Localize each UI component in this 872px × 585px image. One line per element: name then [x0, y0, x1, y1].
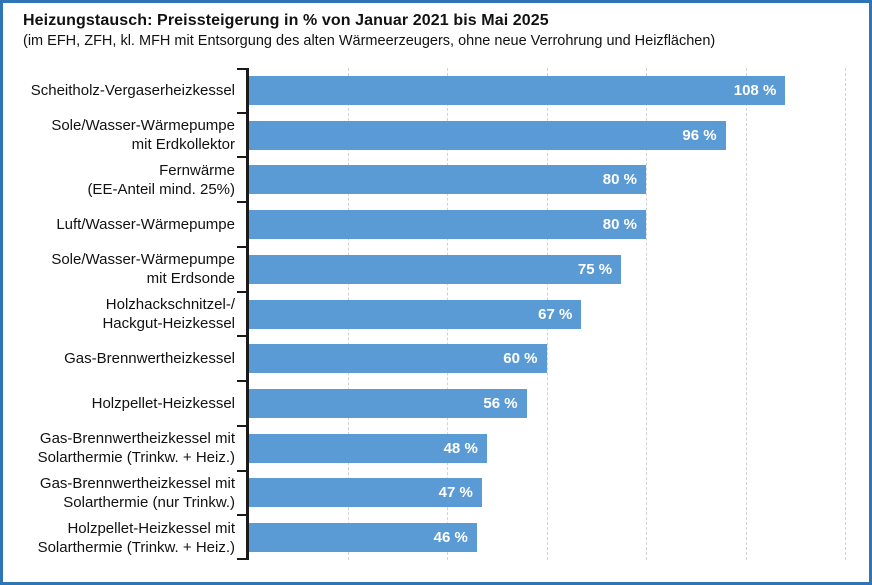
- chart-title: Heizungstausch: Preissteigerung in % von…: [23, 12, 549, 29]
- value-label: 80 %: [602, 216, 637, 234]
- axis-tick: [237, 68, 248, 70]
- bar-row: 47 %: [248, 471, 845, 516]
- bar: 80 %: [248, 165, 646, 195]
- value-label: 48 %: [443, 439, 478, 457]
- axis-tick: [237, 111, 248, 114]
- category-label-line: Gas-Brennwertheizkessel: [64, 350, 235, 368]
- axis-tick: [237, 558, 248, 560]
- category-labels: Scheitholz-Vergaserheizkessel Sole/Wasser…: [3, 68, 248, 560]
- category-label-line: mit Erdsonde: [146, 270, 235, 288]
- category-label-line: Hackgut-Heizkessel: [102, 315, 235, 333]
- value-label: 56 %: [483, 395, 518, 412]
- category-label-line: Holzpellet-Heizkessel mit: [67, 519, 235, 537]
- category-label: Sole/Wasser-Wärmepumpe mit Erdsonde: [3, 247, 248, 292]
- bar-rows: 108 % 96 % 80 % 80 % 75 % 67 % 60 % 56 % 48 % 47 …: [248, 68, 845, 560]
- bar: 67 %: [248, 299, 582, 329]
- gridline: [745, 68, 747, 560]
- bar-row: 60 %: [248, 336, 845, 381]
- category-label-line: Luft/Wasser-Wärmepumpe: [56, 215, 235, 233]
- bar-row: 75 %: [248, 247, 845, 292]
- category-label: Holzpellet-Heizkessel: [3, 381, 248, 426]
- axis-tick: [237, 514, 248, 517]
- category-label-line: Solarthermie (Trinkw. + Heiz.): [37, 538, 235, 556]
- category-label: Holzhackschnitzel-/ Hackgut-Heizkessel: [3, 292, 248, 337]
- value-label: 60 %: [503, 350, 538, 368]
- bar-row: 48 %: [248, 426, 845, 471]
- axis-tick: [237, 245, 248, 248]
- axis-tick: [237, 156, 248, 159]
- bar: 96 %: [248, 120, 726, 150]
- category-label-line: mit Erdkollektor: [131, 136, 235, 154]
- axis-tick: [237, 201, 248, 204]
- bar-row: 80 %: [248, 157, 845, 202]
- category-label-line: Gas-Brennwertheizkessel mit: [39, 474, 235, 492]
- bar: 75 %: [248, 254, 622, 284]
- axis-tick: [237, 290, 248, 293]
- bar-row: 56 %: [248, 381, 845, 426]
- value-label: 47 %: [438, 484, 473, 502]
- gridline: [646, 68, 647, 560]
- bar-row: 80 %: [248, 202, 845, 247]
- category-label-line: Scheitholz-Vergaserheizkessel: [30, 81, 235, 99]
- category-label: Luft/Wasser-Wärmepumpe: [3, 202, 248, 247]
- category-label-line: Sole/Wasser-Wärmepumpe: [51, 116, 235, 134]
- bar: 56 %: [248, 389, 527, 418]
- bar: 48 %: [248, 433, 487, 463]
- value-label: 75 %: [577, 260, 613, 278]
- bar: 47 %: [248, 478, 482, 508]
- category-label: Holzpellet-Heizkessel mit Solarthermie (T…: [3, 515, 248, 560]
- axis-tick: [237, 469, 248, 472]
- bar: 80 %: [248, 210, 646, 240]
- y-axis-line: [246, 68, 249, 560]
- category-label-line: Holzhackschnitzel-/: [105, 295, 235, 313]
- category-label: Sole/Wasser-Wärmepumpe mit Erdkollektor: [3, 113, 248, 158]
- bar-row: 96 %: [248, 113, 845, 158]
- bar: 108 %: [248, 75, 786, 105]
- chart-header: Heizungstausch: Preissteigerung in % von…: [3, 3, 869, 49]
- category-label-line: Holzpellet-Heizkessel: [91, 394, 235, 412]
- bar-row: 46 %: [248, 515, 845, 560]
- category-label-line: (EE-Anteil mind. 25%): [87, 180, 235, 198]
- category-label: Fernwärme (EE-Anteil mind. 25%): [3, 157, 248, 202]
- category-label-line: Sole/Wasser-Wärmepumpe: [51, 251, 235, 269]
- bar-row: 67 %: [248, 292, 845, 337]
- category-label: Gas-Brennwertheizkessel mit Solarthermie …: [3, 471, 248, 516]
- value-label: 80 %: [602, 171, 637, 189]
- axis-tick: [237, 335, 248, 338]
- value-label: 96 %: [682, 126, 717, 144]
- bar: 60 %: [248, 344, 547, 374]
- axis-tick: [237, 380, 248, 383]
- chart-subtitle: (im EFH, ZFH, kl. MFH mit Entsorgung des…: [23, 33, 716, 49]
- category-label-line: Solarthermie (nur Trinkw.): [63, 493, 235, 511]
- value-label: 46 %: [433, 529, 468, 547]
- category-label: Scheitholz-Vergaserheizkessel: [3, 68, 248, 113]
- gridline: [845, 68, 846, 560]
- axis-ticks: [237, 68, 248, 560]
- value-label: 67 %: [538, 305, 573, 323]
- category-label-line: Fernwärme: [159, 161, 235, 179]
- category-label: Gas-Brennwertheizkessel: [3, 336, 248, 381]
- category-label: Gas-Brennwertheizkessel mit Solarthermie …: [3, 426, 248, 471]
- axis-tick: [237, 424, 248, 427]
- category-label-line: Solarthermie (Trinkw. + Heiz.): [37, 449, 235, 467]
- value-label: 108 %: [733, 81, 777, 99]
- bar: 46 %: [248, 523, 477, 553]
- plot-area: 108 % 96 % 80 % 80 % 75 % 67 % 60 % 56 % 48 % 47 …: [237, 68, 846, 560]
- category-label-line: Gas-Brennwertheizkessel mit: [39, 430, 235, 448]
- bar-row: 108 %: [248, 68, 845, 113]
